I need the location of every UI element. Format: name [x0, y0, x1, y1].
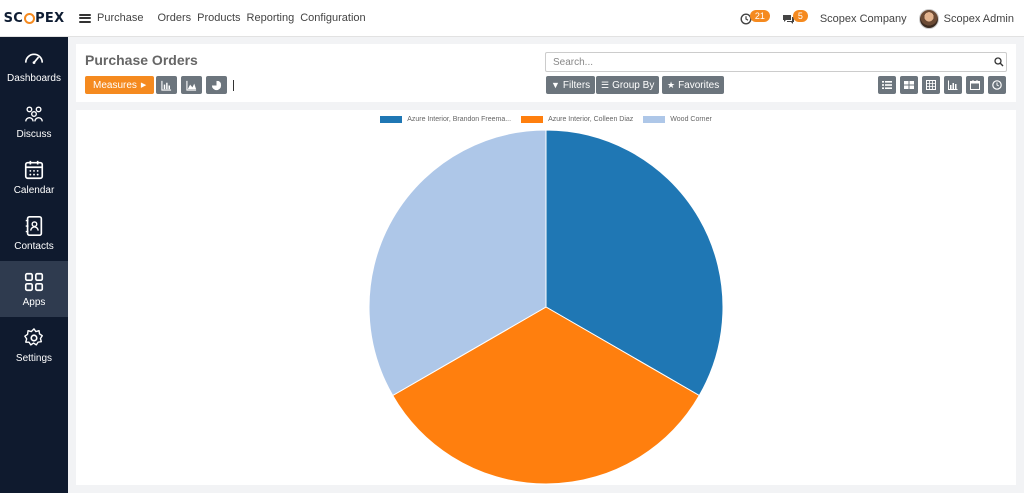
app-name[interactable]: Purchase	[97, 12, 144, 24]
sidebar-item-contacts[interactable]: Contacts	[0, 205, 68, 261]
menu-item-reporting[interactable]: Reporting	[246, 12, 295, 24]
search-icon[interactable]	[994, 57, 1004, 67]
clock-view-icon	[992, 80, 1002, 90]
sidebar-item-dashboards[interactable]: Dashboards	[0, 37, 68, 93]
legend-swatch	[521, 116, 544, 123]
group-by-label: Group By	[612, 79, 655, 91]
sidebar-item-label: Settings	[15, 352, 53, 364]
text-cursor	[233, 80, 234, 91]
main-menu: Orders Products Reporting Configuration	[157, 12, 371, 24]
control-panel: Purchase Orders Measures▶ ▼Filters ☰Grou…	[76, 44, 1016, 102]
star-icon: ★	[667, 79, 676, 90]
view-calendar-button[interactable]	[966, 76, 984, 94]
hamburger-menu-icon[interactable]	[79, 13, 91, 23]
top-navbar: SC PEX Purchase Orders Products Reporting…	[0, 0, 1024, 37]
caret-right-icon: ▶	[140, 82, 147, 89]
sidebar-item-label: Dashboards	[7, 72, 61, 84]
activities-badge: 21	[749, 9, 770, 22]
contact-book-icon	[25, 215, 43, 236]
pie-slice[interactable]	[392, 306, 700, 485]
sidebar-item-discuss[interactable]: Discuss	[0, 93, 68, 149]
group-by-button[interactable]: ☰ Group By	[596, 76, 660, 94]
kanban-view-icon	[904, 81, 914, 89]
sidebar: Dashboards Discuss Calendar Contacts App…	[0, 37, 68, 493]
search-input[interactable]	[545, 52, 1007, 72]
chart-legend: Azure Interior, Brandon Freema... Azure …	[76, 116, 1016, 123]
messages-badge: 5	[792, 9, 808, 22]
view-list-button[interactable]	[878, 76, 896, 94]
legend-swatch	[643, 116, 666, 123]
favorites-button[interactable]: ★ Favorites	[662, 76, 725, 94]
sidebar-item-apps[interactable]: Apps	[0, 261, 68, 317]
pie-chart-button[interactable]	[206, 76, 227, 94]
legend-item[interactable]: Azure Interior, Colleen Diaz	[521, 116, 633, 123]
bar-chart-button[interactable]	[156, 76, 177, 94]
activities-button[interactable]: 21	[740, 9, 770, 25]
user-menu[interactable]: Scopex Admin	[943, 12, 1014, 25]
legend-item[interactable]: Wood Corner	[643, 116, 712, 123]
sidebar-item-label: Calendar	[13, 184, 55, 196]
company-switcher[interactable]: Scopex Company	[819, 12, 907, 25]
menu-item-orders[interactable]: Orders	[157, 12, 192, 24]
sidebar-item-label: Contacts	[14, 240, 54, 252]
messages-button[interactable]: 5	[782, 9, 808, 25]
legend-swatch	[380, 116, 403, 123]
line-chart-button[interactable]	[181, 76, 202, 94]
funnel-icon: ▼	[551, 80, 560, 90]
sidebar-item-calendar[interactable]: Calendar	[0, 149, 68, 205]
filters-label: Filters	[562, 79, 591, 91]
measures-button[interactable]: Measures ▶	[85, 76, 155, 94]
graph-view-icon	[948, 80, 958, 90]
sidebar-item-label: Apps	[22, 296, 46, 308]
measures-label: Measures	[93, 79, 137, 91]
calendar-view-icon	[970, 80, 980, 90]
page-title: Purchase Orders	[85, 52, 198, 68]
list-view-icon	[882, 81, 892, 89]
legend-label: Azure Interior, Colleen Diaz	[548, 116, 634, 123]
legend-label: Azure Interior, Brandon Freema...	[407, 116, 512, 123]
menu-item-configuration[interactable]: Configuration	[300, 12, 366, 24]
bars-icon: ☰	[601, 79, 610, 90]
pie-chart-icon	[211, 80, 222, 90]
view-activity-button[interactable]	[988, 76, 1006, 94]
view-pivot-button[interactable]	[922, 76, 940, 94]
view-graph-button[interactable]	[944, 76, 962, 94]
pie-slice[interactable]	[545, 129, 724, 397]
area-chart-icon	[186, 80, 197, 91]
pivot-view-icon	[926, 80, 936, 90]
filters-button[interactable]: ▼ Filters	[546, 76, 596, 94]
legend-item[interactable]: Azure Interior, Brandon Freema...	[380, 116, 511, 123]
menu-item-products[interactable]: Products	[197, 12, 241, 24]
calendar-icon	[24, 160, 44, 179]
sidebar-item-label: Discuss	[16, 128, 52, 140]
favorites-label: Favorites	[678, 79, 720, 91]
legend-label: Wood Corner	[670, 116, 712, 123]
bar-chart-icon	[161, 80, 172, 91]
users-icon	[25, 105, 43, 121]
chat-icon	[782, 14, 794, 24]
sidebar-item-settings[interactable]: Settings	[0, 317, 68, 373]
gear-icon	[24, 327, 43, 346]
pie-chart	[368, 129, 724, 485]
view-kanban-button[interactable]	[900, 76, 918, 94]
pie-slice[interactable]	[368, 129, 547, 397]
gauge-icon	[24, 53, 44, 64]
graph-view: Azure Interior, Brandon Freema... Azure …	[76, 110, 1016, 485]
brand-logo[interactable]: SC PEX	[3, 10, 65, 26]
systray: 21 5 Scopex Company Scopex Admin	[740, 0, 1014, 37]
grid-icon	[24, 272, 44, 291]
avatar[interactable]	[918, 8, 939, 29]
